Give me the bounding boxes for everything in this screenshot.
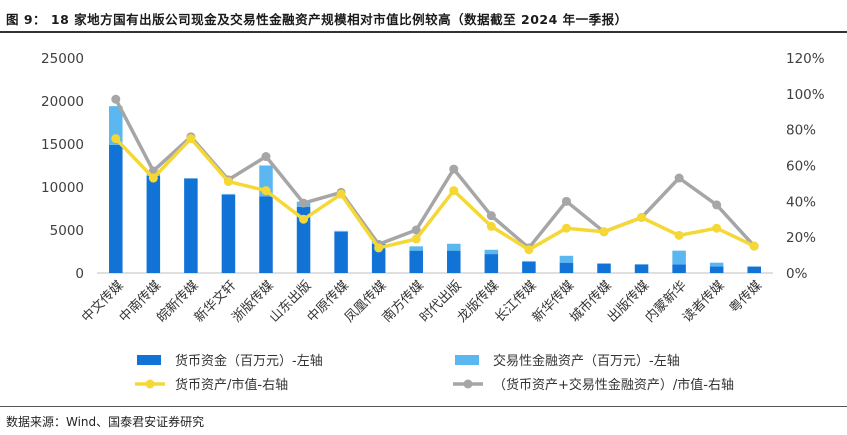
chart-canvas: 0 5000 10000 15000 20000 25000 0% 20% 40% 60% 80%… xyxy=(41,51,825,393)
bar-cash xyxy=(371,243,386,273)
legend-cash-label: 货币资金（百万元）-左轴 xyxy=(175,353,323,369)
legend-trading-assets-label: 交易性金融资产（百万元）-左轴 xyxy=(493,353,680,369)
bar-cash xyxy=(184,178,198,273)
total-ratio-point xyxy=(561,196,571,206)
cash-ratio-point xyxy=(449,186,459,196)
bar-series-group xyxy=(109,106,761,273)
cash-ratio-point xyxy=(674,230,684,240)
bar-trading-assets xyxy=(447,243,461,251)
source-divider xyxy=(0,406,847,407)
y-right-tick-label: 80% xyxy=(786,123,816,139)
bar-cash xyxy=(109,144,123,273)
cash-ratio-point xyxy=(336,189,346,199)
bar-cash xyxy=(296,206,311,273)
y-left-tick-label: 0 xyxy=(75,266,84,282)
total-ratio-point xyxy=(299,198,309,208)
bar-cash xyxy=(597,263,611,273)
bar-trading-assets xyxy=(672,250,686,265)
cash-ratio-point xyxy=(411,234,421,244)
bar-cash xyxy=(334,231,348,273)
title-divider xyxy=(0,31,847,33)
cash-ratio-point xyxy=(637,212,647,222)
legend-trading-assets-swatch xyxy=(455,355,479,365)
total-ratio-point xyxy=(411,225,421,235)
y-left-tick-label: 10000 xyxy=(41,180,84,196)
bar-trading-assets xyxy=(709,262,724,267)
cash-ratio-line xyxy=(114,136,755,252)
bar-cash xyxy=(484,254,499,273)
source-note: 数据来源：Wind、国泰君安证券研究 xyxy=(6,415,205,429)
y-left-tick-label: 15000 xyxy=(41,137,84,153)
cash-ratio-point xyxy=(486,221,496,231)
y-right-tick-label: 40% xyxy=(786,194,816,210)
y-left-tick-label: 25000 xyxy=(41,51,84,67)
figure-title: 图 9： 18 家地方国有出版公司现金及交易性金融资产规模相对市值比例较高（数据… xyxy=(6,12,628,27)
bar-trading-assets xyxy=(109,106,123,145)
cash-ratio-point xyxy=(223,177,233,187)
bar-trading-assets xyxy=(522,260,536,262)
legend-cash-ratio-label: 货币资产/市值-右轴 xyxy=(175,377,288,393)
y-axis-right: 0% 20% 40% 60% 80% 100% 120% xyxy=(786,51,825,282)
bar-cash xyxy=(559,262,574,273)
bar-trading-assets xyxy=(334,230,348,232)
bar-cash xyxy=(146,175,161,273)
bar-cash xyxy=(447,250,461,273)
bar-cash xyxy=(259,196,273,273)
cash-ratio-point xyxy=(599,227,609,237)
cash-ratio-point xyxy=(261,186,271,196)
legend-total-ratio-marker xyxy=(463,379,473,389)
bar-trading-assets xyxy=(559,255,574,263)
cash-ratio-point xyxy=(524,245,534,255)
y-axis-left: 0 5000 10000 15000 20000 25000 xyxy=(41,51,84,282)
total-ratio-point xyxy=(261,152,271,162)
y-left-tick-label: 5000 xyxy=(50,223,84,239)
legend-cash-swatch xyxy=(137,355,161,365)
cash-ratio-point xyxy=(561,223,571,233)
bar-cash xyxy=(409,250,423,273)
bar-cash xyxy=(747,266,761,273)
legend-total-ratio-label: （货币资产+交易性金融资产）/市值-右轴 xyxy=(493,377,734,393)
cash-ratio-point xyxy=(749,241,759,251)
bar-cash xyxy=(634,264,649,273)
y-right-tick-label: 120% xyxy=(786,51,825,67)
y-left-tick-label: 20000 xyxy=(41,94,84,110)
y-right-tick-label: 100% xyxy=(786,87,825,103)
cash-ratio-point xyxy=(374,243,384,253)
line-series-group xyxy=(111,94,759,255)
cash-ratio-point xyxy=(712,223,722,233)
bar-cash xyxy=(221,194,236,273)
cash-ratio-point xyxy=(111,134,121,144)
bar-cash xyxy=(672,264,686,273)
cash-ratio-point xyxy=(148,173,158,183)
x-tick-label: 读者传媒 xyxy=(680,278,727,325)
total-ratio-point xyxy=(111,94,121,104)
total-ratio-point xyxy=(674,173,684,183)
y-right-tick-label: 60% xyxy=(786,159,816,175)
bar-cash xyxy=(522,261,536,273)
y-right-tick-label: 20% xyxy=(786,230,816,246)
cash-ratio-point xyxy=(299,214,309,224)
legend-cash-ratio-marker xyxy=(145,379,155,389)
bar-trading-assets xyxy=(221,193,236,195)
x-tick-label: 粤传媒 xyxy=(726,278,765,317)
bar-trading-assets xyxy=(484,249,499,255)
bar-trading-assets xyxy=(409,246,423,251)
total-ratio-point xyxy=(486,211,496,221)
total-ratio-point xyxy=(449,164,459,174)
x-axis-labels: 中文传媒中南传媒皖新传媒新华文轩浙版传媒山东出版中原传媒凤凰传媒南方传媒时代出版… xyxy=(79,278,765,326)
cash-ratio-point xyxy=(186,134,196,144)
bar-cash xyxy=(709,266,724,273)
y-right-tick-label: 0% xyxy=(786,266,808,282)
total-ratio-point xyxy=(712,200,722,210)
